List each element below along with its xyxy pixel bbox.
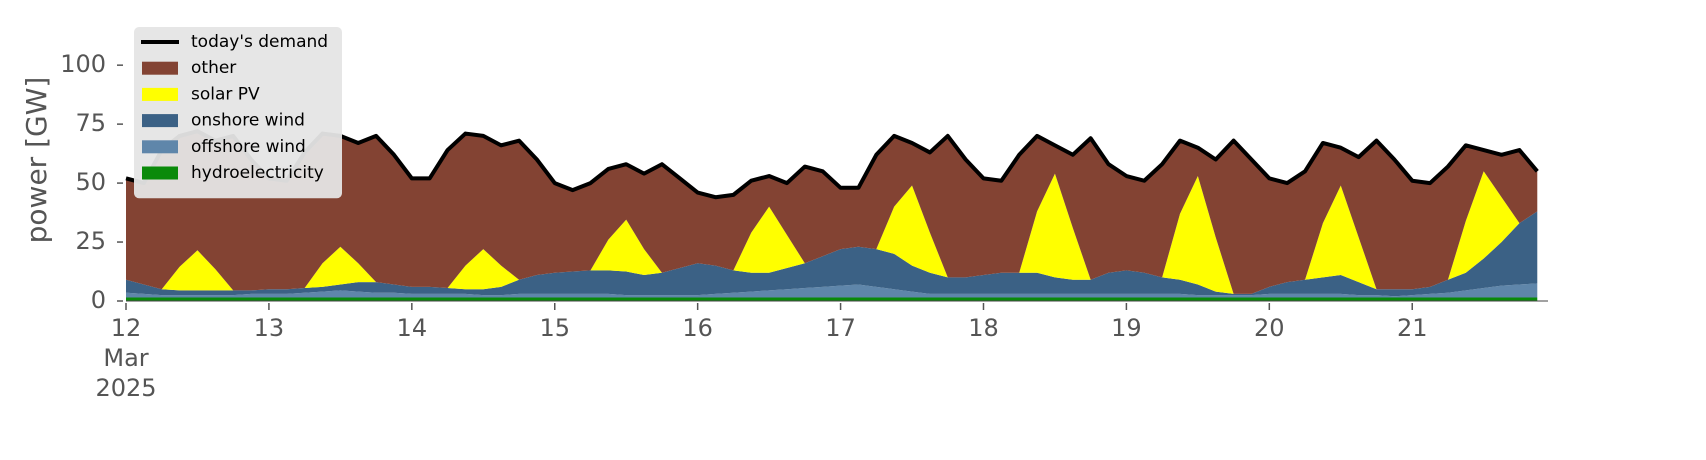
legend-label: other xyxy=(191,58,236,78)
legend: today's demand other solar PV onshore wind o… xyxy=(134,27,342,199)
x-tick-label: 18 xyxy=(968,314,999,342)
x-tick-label: 13 xyxy=(254,314,285,342)
x-tick-label: 12 Mar 2025 xyxy=(95,314,156,402)
x-tick-label: 14 xyxy=(397,314,428,342)
y-tick-label: 75 xyxy=(75,109,106,137)
x-tick-label: 16 xyxy=(682,314,713,342)
x-tick-label: 21 xyxy=(1397,314,1428,342)
area xyxy=(126,283,1538,298)
legend-label: onshore wind xyxy=(191,111,305,131)
y-tick-label: 50 xyxy=(75,168,106,196)
x-tick-label: 15 xyxy=(539,314,570,342)
legend-swatch xyxy=(142,166,178,180)
legend-swatch xyxy=(142,87,178,101)
legend-swatch xyxy=(142,61,178,75)
x-tick-label: 20 xyxy=(1254,314,1285,342)
y-tick-label: 100 xyxy=(60,50,106,78)
x-tick-label: 19 xyxy=(1111,314,1142,342)
legend-swatch xyxy=(142,140,178,154)
y-tick-label: 0 xyxy=(91,286,106,314)
y-tick-label: 25 xyxy=(75,227,106,255)
legend-box xyxy=(134,27,342,199)
legend-label: solar PV xyxy=(191,84,260,104)
y-axis-label: power [GW] xyxy=(20,77,53,244)
x-tick-label: 17 xyxy=(825,314,856,342)
area xyxy=(126,131,1538,294)
area xyxy=(126,297,1538,301)
line xyxy=(125,129,1539,200)
legend-label: today's demand xyxy=(191,32,328,52)
area xyxy=(126,211,1538,297)
legend-label: hydroelectricity xyxy=(191,163,324,183)
area xyxy=(126,171,1538,294)
legend-swatch xyxy=(142,114,178,128)
legend-label: offshore wind xyxy=(191,137,306,157)
